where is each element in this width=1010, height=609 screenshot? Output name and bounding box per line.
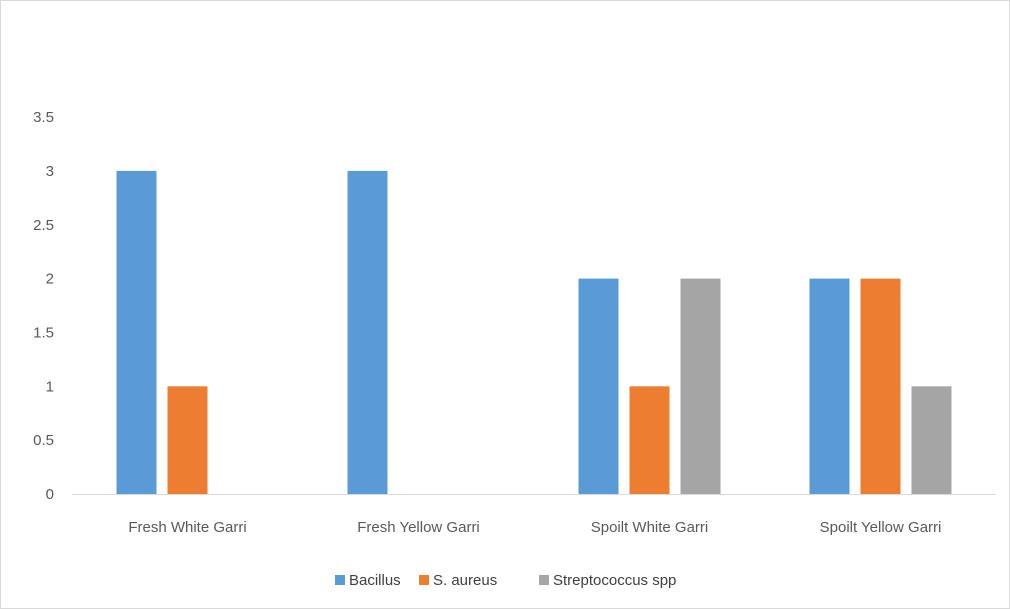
x-category-label: Spoilt White Garri — [591, 519, 709, 536]
legend-label: Bacillus — [349, 572, 401, 589]
y-tick-label: 0 — [46, 486, 54, 503]
bar-bacillus — [116, 170, 157, 494]
bar-streptococcus-spp — [911, 386, 952, 494]
bar-bacillus — [809, 278, 850, 494]
legend-swatch — [335, 575, 345, 585]
bar-bacillus — [578, 278, 619, 494]
legend-swatch — [539, 575, 549, 585]
y-tick-label: 2.5 — [33, 217, 54, 234]
x-category-label: Fresh Yellow Garri — [357, 519, 480, 536]
y-axis-ticks: 0 0.5 1 1.5 2 2.5 3 3.5 — [33, 109, 54, 503]
legend-label: Streptococcus spp — [553, 572, 676, 589]
y-tick-label: 3 — [46, 163, 54, 180]
bar-s-aureus — [167, 386, 208, 494]
bar-s-aureus — [629, 386, 670, 494]
legend-label: S. aureus — [433, 572, 497, 589]
bar-bacillus — [347, 170, 388, 494]
y-tick-label: 1.5 — [33, 324, 54, 341]
bars — [116, 170, 952, 494]
bar-streptococcus-spp — [680, 278, 721, 494]
legend-swatch — [419, 575, 429, 585]
y-tick-label: 1 — [46, 378, 54, 395]
y-tick-label: 0.5 — [33, 432, 54, 449]
y-tick-label: 2 — [46, 271, 54, 288]
y-tick-label: 3.5 — [33, 109, 54, 126]
x-axis-labels: Fresh White Garri Fresh Yellow Garri Spoil… — [128, 519, 941, 536]
x-category-label: Fresh White Garri — [128, 519, 246, 536]
legend: Bacillus S. aureus Streptococcus spp — [335, 572, 676, 589]
x-category-label: Spoilt Yellow Garri — [820, 519, 942, 536]
bar-s-aureus — [860, 278, 901, 494]
